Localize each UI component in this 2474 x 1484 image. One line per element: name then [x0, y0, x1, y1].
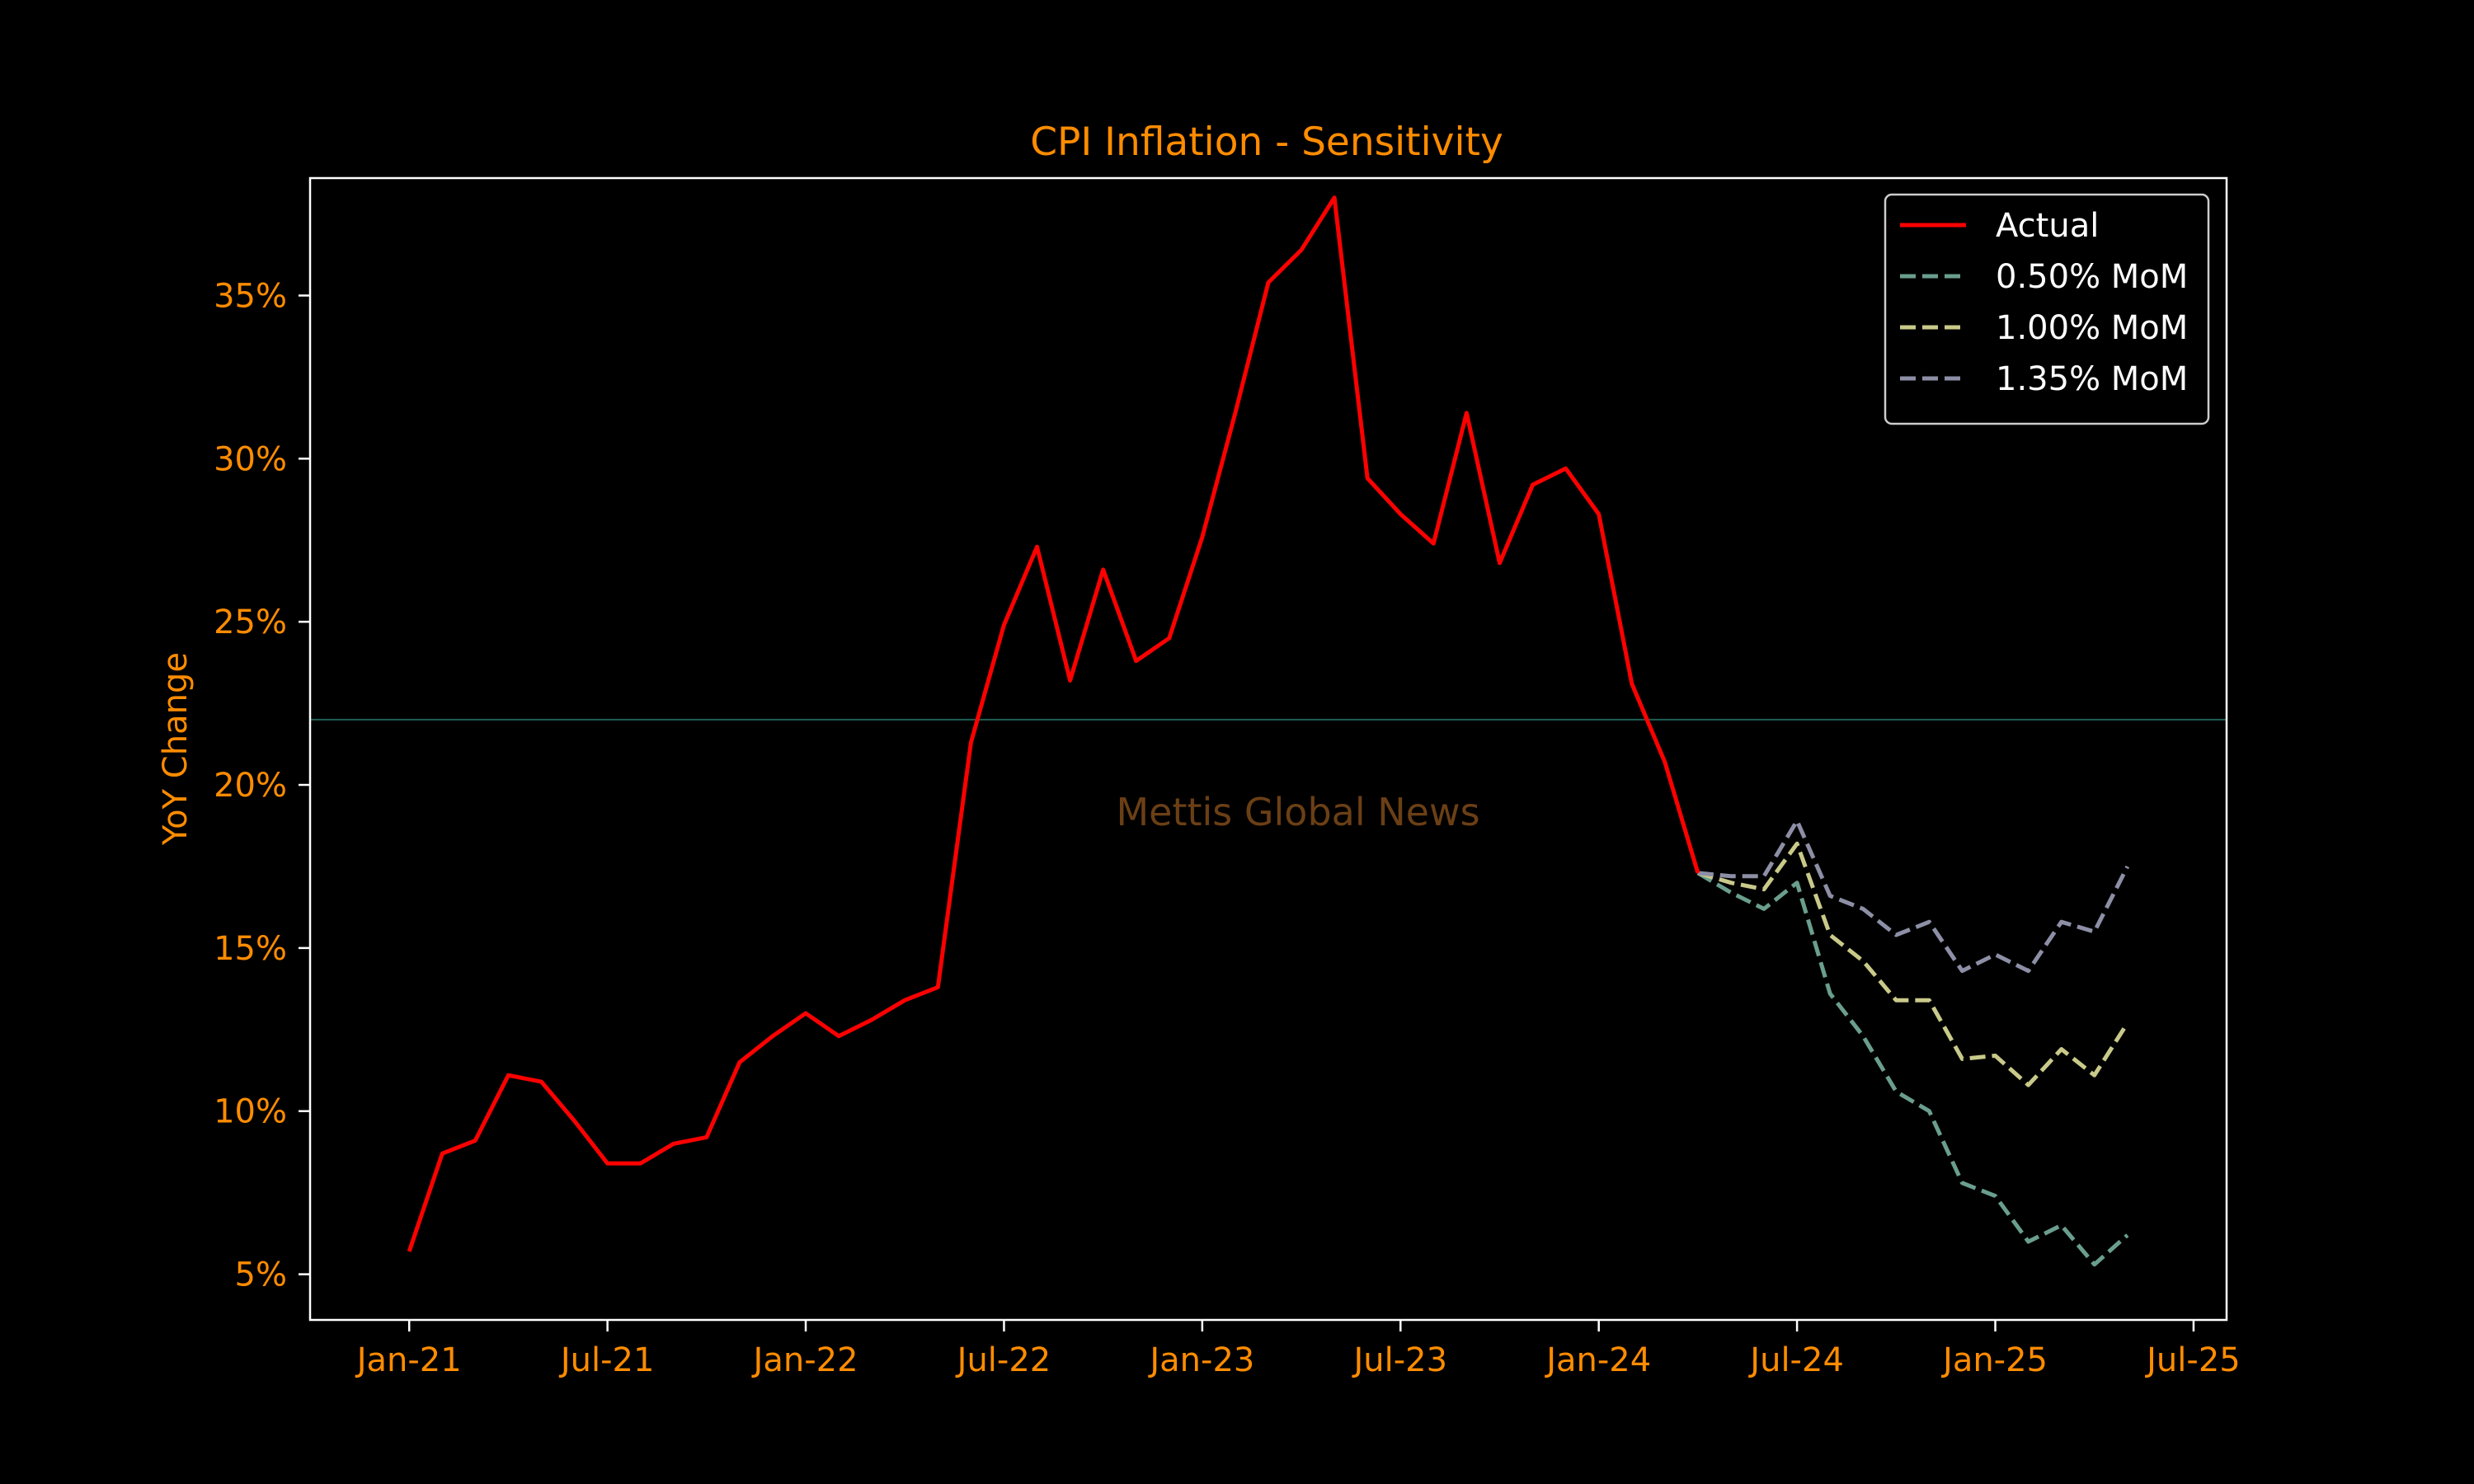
series-line-actual: [407, 195, 1700, 1252]
legend-label-1-35-mom: 1.35% MoM: [1996, 360, 2188, 398]
legend-box: [1884, 193, 2210, 425]
y-tick-label: 20%: [214, 767, 287, 805]
chart-title: CPI Inflation - Sensitivity: [1030, 120, 1503, 165]
x-tick-label: Jan-22: [751, 1341, 858, 1379]
x-tick-label: Jan-24: [1544, 1341, 1651, 1379]
x-tick-label: Jul-24: [1747, 1341, 1844, 1379]
series-line-1-35-mom: [1697, 819, 2130, 974]
plot-area: [310, 195, 2227, 1267]
legend-label-1-00-mom: 1.00% MoM: [1996, 309, 2188, 347]
legend-label-actual: Actual: [1996, 207, 2099, 245]
y-tick-label: 15%: [214, 930, 287, 968]
legend: Actual 0.50% MoM 1.00% MoM 1.35% MoM: [1884, 193, 2210, 425]
series-line-1-00-mom: [1697, 841, 2129, 1087]
legend-label-0-50-mom: 0.50% MoM: [1996, 258, 2188, 296]
y-tick-label: 30%: [214, 440, 287, 478]
x-axis: Jan-21 Jul-21 Jan-22 Jul-22 Jan-23 Jul-23 Jan-…: [355, 1320, 2241, 1379]
watermark: Mettis Global News: [1116, 790, 1479, 834]
x-tick-label: Jan-25: [1940, 1341, 2048, 1379]
x-tick-label: Jul-21: [558, 1341, 655, 1379]
x-tick-label: Jan-21: [355, 1341, 462, 1379]
x-tick-label: Jul-23: [1351, 1341, 1447, 1379]
y-axis-label: YoY Change: [157, 652, 195, 846]
y-tick-label: 35%: [214, 277, 287, 315]
x-tick-label: Jul-22: [955, 1341, 1051, 1379]
y-tick-label: 5%: [235, 1256, 287, 1294]
y-axis: 5% 10% 15% 20% 25% 30% 35%: [214, 277, 310, 1294]
y-tick-label: 25%: [214, 603, 287, 641]
y-tick-label: 10%: [214, 1093, 287, 1131]
x-tick-label: Jan-23: [1147, 1341, 1254, 1379]
plot-frame: [308, 176, 2228, 1322]
series-line-0-50-mom: [1696, 871, 2129, 1267]
x-tick-label: Jul-25: [2144, 1341, 2241, 1379]
